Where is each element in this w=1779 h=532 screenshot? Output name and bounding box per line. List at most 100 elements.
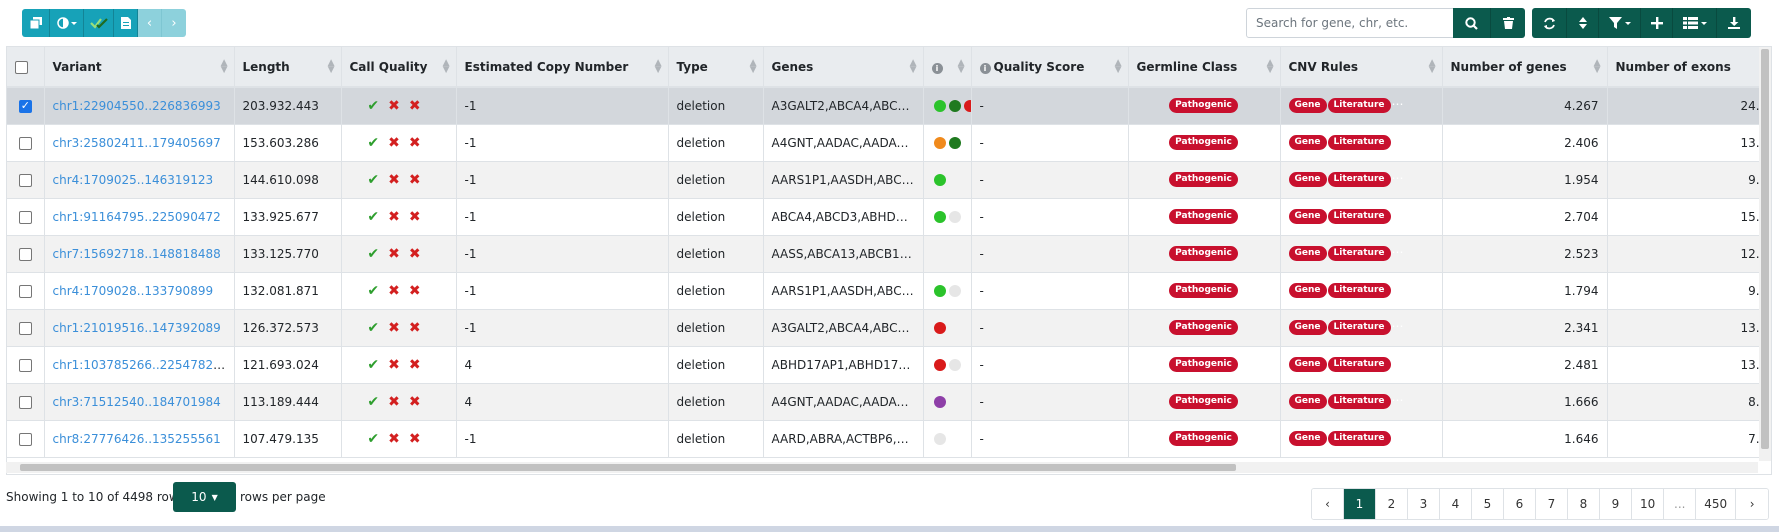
column-header-label: Estimated Copy Number [464, 59, 629, 74]
row-checkbox[interactable] [18, 210, 32, 224]
exon-count-cell: 13.326 [1607, 309, 1771, 347]
prev-page-button[interactable]: ‹ [1312, 489, 1344, 519]
columns-icon[interactable] [1673, 8, 1717, 38]
call-quality-cell: ✔ ✖ ✖ [341, 346, 457, 384]
page-button[interactable]: 1 [1344, 489, 1376, 519]
quality-score-cell: - [971, 346, 1129, 384]
cross-icon: ✖ [408, 134, 421, 151]
variant-link[interactable]: chr4:1709025..146319123 [52, 172, 214, 187]
document-icon[interactable] [114, 9, 138, 37]
column-header[interactable]: CNV Rules ▲ ▼ [1280, 47, 1443, 88]
status-dot [933, 433, 946, 445]
download-icon[interactable] [1717, 8, 1751, 38]
variant-link[interactable]: chr8:27776426..135255561 [52, 431, 221, 446]
row-select-cell [7, 346, 45, 384]
sort-icon[interactable] [1567, 8, 1599, 38]
column-header[interactable]: Variant ▲ ▼ [44, 47, 235, 88]
row-checkbox[interactable] [18, 321, 32, 335]
copy-number-cell: -1 [456, 272, 669, 310]
plus-icon[interactable] [1641, 8, 1673, 38]
variant-link[interactable]: chr3:71512540..184701984 [52, 394, 221, 409]
variant-link[interactable]: chr4:1709028..133790899 [52, 283, 214, 298]
column-header[interactable]: Number of exons▲▼ [1607, 47, 1771, 88]
row-checkbox[interactable] [18, 358, 32, 372]
column-header[interactable]: i ▲ ▼ [923, 47, 972, 88]
rows-per-page-label: rows per page [240, 490, 326, 504]
column-header-label: Call Quality [349, 59, 428, 74]
page-button[interactable]: 7 [1536, 489, 1568, 519]
row-checkbox[interactable] [18, 395, 32, 409]
variant-link[interactable]: chr7:15692718..148818488 [52, 246, 221, 261]
row-checkbox[interactable] [18, 99, 32, 113]
select-all-checkbox[interactable] [15, 60, 28, 74]
filter-icon[interactable] [1599, 8, 1641, 38]
trash-icon[interactable] [1491, 8, 1525, 38]
info-icon: i [979, 62, 991, 74]
cnv-rule-badge: Literature [1327, 283, 1391, 298]
variant-link[interactable]: chr1:21019516..147392089 [52, 320, 221, 335]
column-header[interactable]: Germline Class ▲ ▼ [1128, 47, 1281, 88]
search-icon[interactable] [1453, 8, 1491, 38]
page-button[interactable]: 5 [1472, 489, 1504, 519]
page-size-dropdown[interactable]: 10 ▼ [173, 482, 236, 512]
length-cell: 132.081.871 [234, 272, 342, 310]
pathogenic-badge: Pathogenic [1169, 172, 1238, 187]
column-header[interactable]: Length ▲ ▼ [234, 47, 342, 88]
scrollbar-thumb[interactable] [1761, 49, 1769, 449]
row-checkbox[interactable] [18, 136, 32, 150]
chevron-left-icon[interactable]: ‹ [138, 9, 162, 37]
pathogenic-badge: Pathogenic [1169, 135, 1238, 150]
page-button[interactable]: 450 [1696, 489, 1737, 519]
horizontal-scrollbar[interactable] [6, 462, 1758, 473]
column-header[interactable]: Type ▲ ▼ [668, 47, 764, 88]
vertical-scrollbar[interactable] [1759, 47, 1771, 461]
page-button[interactable]: 2 [1376, 489, 1408, 519]
page-button[interactable]: 9 [1600, 489, 1632, 519]
length-cell: 107.479.135 [234, 420, 342, 458]
table-row[interactable]: chr1:21019516..147392089 126.372.573 ✔ ✖ ✖ -1… [7, 309, 1771, 347]
variant-link[interactable]: chr1:91164795..225090472 [52, 209, 221, 224]
row-checkbox[interactable] [18, 284, 32, 298]
next-page-button[interactable]: › [1736, 489, 1769, 519]
table-row[interactable]: chr4:1709025..146319123 144.610.098 ✔ ✖ ✖ -1 d… [7, 161, 1771, 199]
column-header[interactable]: i Quality Score ▲ ▼ [971, 47, 1129, 88]
table-row[interactable]: chr1:91164795..225090472 133.925.677 ✔ ✖ ✖ -1… [7, 198, 1771, 236]
cross-icon: ✖ [408, 393, 421, 410]
page-button[interactable]: 8 [1568, 489, 1600, 519]
check-icon: ✔ [367, 430, 380, 447]
variant-link[interactable]: chr3:25802411..179405697 [52, 135, 221, 150]
column-header[interactable]: Call Quality ▲ ▼ [341, 47, 457, 88]
table-row[interactable]: chr4:1709028..133790899 132.081.871 ✔ ✖ ✖ -1 d… [7, 272, 1771, 310]
variant-link[interactable]: chr1:103785266..225478290 [52, 357, 229, 372]
contrast-icon[interactable] [50, 9, 84, 37]
row-checkbox[interactable] [18, 247, 32, 261]
table-row[interactable]: chr3:71512540..184701984 113.189.444 ✔ ✖ ✖ 4 d… [7, 383, 1771, 421]
page-button[interactable]: 4 [1440, 489, 1472, 519]
table-row[interactable]: chr1:103785266..225478290 121.693.024 ✔ ✖ ✖ 4… [7, 346, 1771, 384]
column-header[interactable]: Genes ▲ ▼ [763, 47, 924, 88]
length-cell: 203.932.443 [234, 87, 342, 125]
table-row[interactable]: chr1:22904550..226836993 203.932.443 ✔ ✖ ✖ -1… [7, 87, 1771, 125]
table-row[interactable]: chr7:15692718..148818488 133.125.770 ✔ ✖ ✖ -1… [7, 235, 1771, 273]
page-button[interactable]: 3 [1408, 489, 1440, 519]
check-pair-icon[interactable] [84, 9, 114, 37]
row-checkbox[interactable] [18, 173, 32, 187]
sort-icon: ▲ ▼ [1428, 58, 1436, 75]
page-button[interactable]: 6 [1504, 489, 1536, 519]
table-row[interactable]: chr3:25802411..179405697 153.603.286 ✔ ✖ ✖ -1… [7, 124, 1771, 162]
gene-count-cell: 1.794 [1442, 272, 1608, 310]
row-checkbox[interactable] [18, 432, 32, 446]
search-input[interactable] [1246, 8, 1454, 38]
column-header[interactable]: Estimated Copy Number ▲ ▼ [456, 47, 669, 88]
check-icon: ✔ [367, 134, 380, 151]
layers-icon[interactable] [22, 9, 50, 37]
refresh-icon[interactable] [1532, 8, 1567, 38]
exon-count-cell: 12.967 [1607, 235, 1771, 273]
scrollbar-thumb[interactable] [20, 464, 1236, 471]
table-row[interactable]: chr8:27776426..135255561 107.479.135 ✔ ✖ ✖ -1… [7, 420, 1771, 458]
column-header[interactable]: Number of genes ▲ ▼ [1442, 47, 1608, 88]
page-button[interactable]: 10 [1632, 489, 1665, 519]
chevron-right-icon[interactable]: › [162, 9, 186, 37]
variant-link[interactable]: chr1:22904550..226836993 [52, 98, 221, 113]
status-dots-cell [923, 309, 972, 347]
